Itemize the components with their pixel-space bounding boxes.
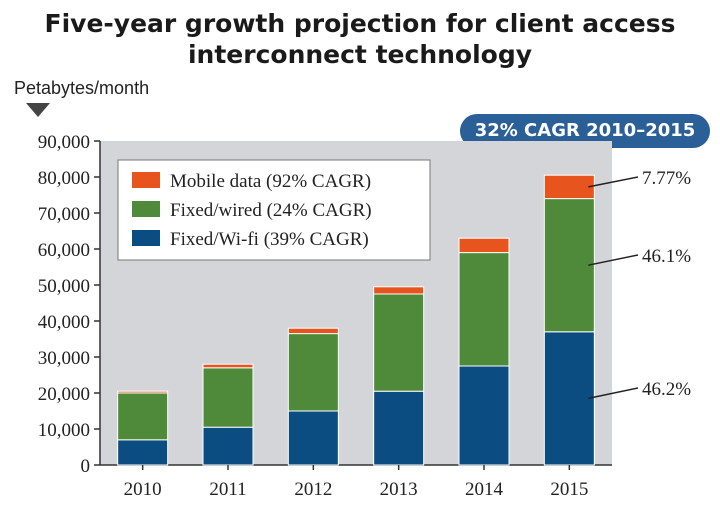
y-axis-unit-label: Petabytes/month	[14, 78, 150, 98]
mobile-data-bar	[373, 286, 425, 295]
mobile-data-bar	[543, 174, 595, 200]
legend-item-mobile-data-label: Mobile data (92% CAGR)	[170, 171, 371, 192]
fixed-wifi-bar	[117, 439, 169, 466]
legend-item-fixed-wired-label: Fixed/wired (24% CAGR)	[170, 200, 372, 221]
fixed-wired-bar	[543, 198, 595, 333]
y-tick-label: 50,000	[38, 276, 90, 297]
x-tick-label: 2015	[550, 479, 588, 500]
y-tick-label: 0	[81, 456, 91, 477]
legend-item-mobile-data-swatch	[132, 172, 160, 188]
x-tick-label: 2012	[294, 479, 332, 500]
y-tick-label: 20,000	[38, 384, 90, 405]
x-tick-label: 2010	[124, 479, 162, 500]
mobile-data-bar	[287, 327, 339, 335]
x-tick-label: 2014	[465, 479, 504, 500]
x-tick-label: 2011	[209, 479, 246, 500]
mobile-data-bar	[202, 363, 254, 369]
legend	[117, 159, 431, 261]
fixed-wifi-bar	[458, 365, 510, 466]
fixed-wired-bar	[373, 293, 425, 392]
annotation-fixed-wifi-share-leader	[588, 387, 639, 400]
fixed-wired-bar	[117, 392, 169, 441]
annotation-fixed-wifi-share: 46.2%	[642, 379, 691, 400]
fixed-wired-bar	[458, 252, 510, 367]
y-tick-label: 40,000	[38, 312, 90, 333]
fixed-wifi-bar	[202, 426, 254, 466]
fixed-wifi-bar	[373, 390, 425, 466]
legend-item-fixed-wired-swatch	[132, 201, 160, 217]
x-tick-label: 2013	[380, 479, 418, 500]
y-tick-label: 70,000	[38, 204, 90, 225]
mobile-data-bar	[458, 237, 510, 254]
mobile-data-bar	[117, 390, 169, 394]
y-tick-label: 10,000	[38, 420, 90, 441]
legend-item-fixed-wifi-label: Fixed/Wi-fi (39% CAGR)	[170, 229, 369, 250]
y-tick-label: 30,000	[38, 348, 90, 369]
y-tick-label: 80,000	[38, 168, 90, 189]
fixed-wired-bar	[287, 333, 339, 412]
legend-item-fixed-wifi-swatch	[132, 230, 160, 246]
fixed-wired-bar	[202, 367, 254, 428]
unit-arrow-icon	[26, 103, 50, 117]
fixed-wifi-bar	[543, 331, 595, 466]
y-tick-label: 60,000	[38, 240, 90, 261]
annotation-fixed-wired-share-leader	[588, 254, 639, 266]
fixed-wifi-bar	[287, 410, 339, 466]
y-tick-label: 90,000	[38, 132, 90, 153]
annotation-mobile-share-leader	[588, 176, 639, 188]
chart-title: Five-year growth projection for client a…	[44, 9, 676, 69]
annotation-fixed-wired-share: 46.1%	[642, 246, 691, 267]
annotation-mobile-share: 7.77%	[642, 168, 691, 189]
